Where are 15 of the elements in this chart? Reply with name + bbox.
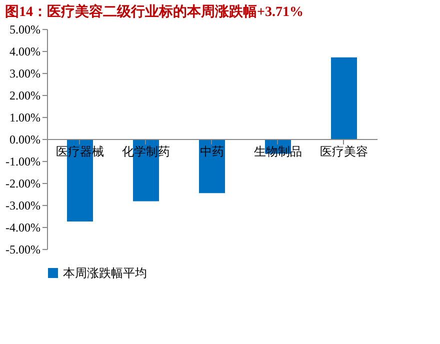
y-tick-label: 5.00%: [10, 22, 40, 36]
x-tick-label: 中药: [200, 144, 224, 158]
y-tick-label: 2.00%: [10, 88, 40, 102]
x-tick-label: 医疗美容: [320, 144, 368, 158]
chart-title: 图14：医疗美容二级行业标的本周涨跌幅+3.71%: [5, 3, 304, 20]
y-tick-label: -2.00%: [6, 176, 40, 190]
y-tick-label: 4.00%: [10, 44, 40, 58]
y-tick-label: -1.00%: [6, 154, 40, 168]
y-tick-label: 3.00%: [10, 66, 40, 80]
legend-label: 本周涨跌幅平均: [63, 266, 147, 280]
y-tick-label: 0.00%: [10, 132, 40, 146]
y-tick-label: -5.00%: [6, 242, 40, 256]
y-tick-label: -4.00%: [6, 220, 40, 234]
y-tick-label: 1.00%: [10, 110, 40, 124]
y-tick-label: -3.00%: [6, 198, 40, 212]
